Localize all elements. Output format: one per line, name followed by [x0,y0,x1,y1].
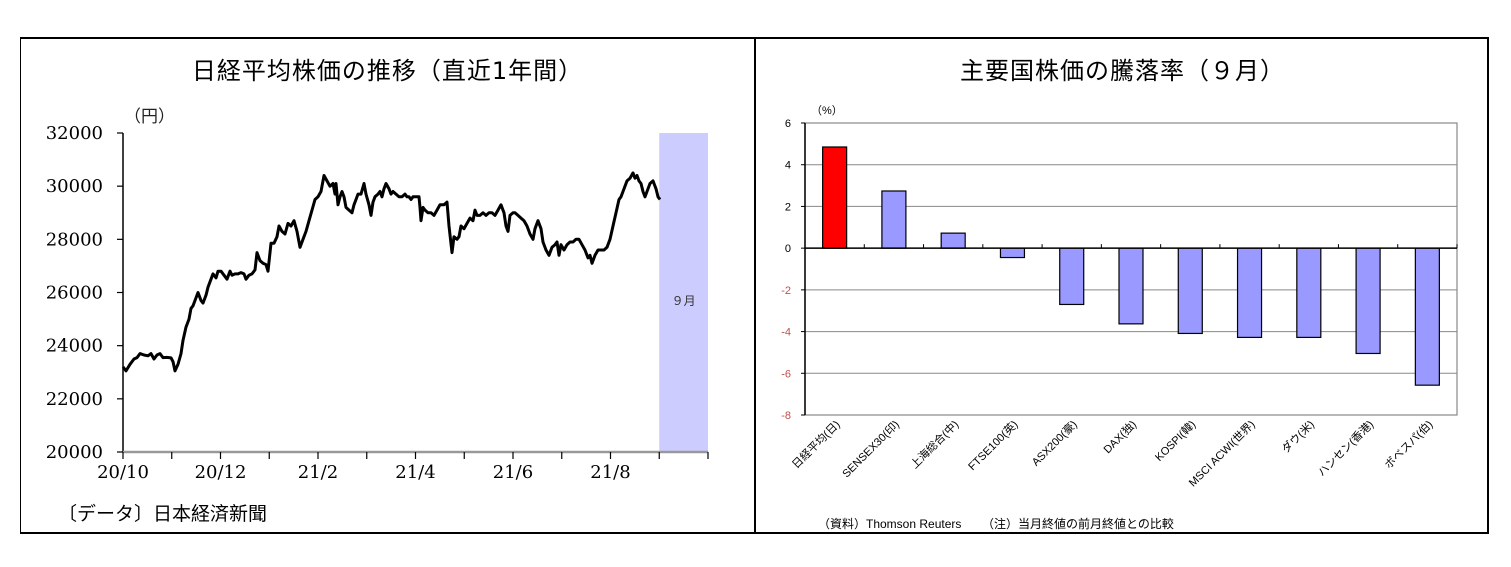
right-chart-footnote: （注）当月終値の前月終値との比較 [982,517,1174,531]
bar-1 [881,190,907,249]
bar-0 [822,146,848,249]
category-label: ダウ(米) [1279,417,1317,455]
left-chart-source: 〔データ〕日本経済新聞 [58,503,268,525]
y-tick-label: 4 [785,160,791,172]
y-tick-label: 6 [785,118,791,130]
x-tick-label: 21/6 [493,462,533,483]
x-tick-label: 20/10 [97,462,149,483]
y-tick-label: 0 [785,243,791,255]
bar-3 [999,247,1026,259]
x-tick-label: 21/4 [395,462,435,483]
bar-8 [1296,247,1322,339]
bar-2 [940,232,966,249]
left-chart-title: 日経平均株価の推移（直近1年間） [191,57,584,85]
bar-10 [1414,247,1440,386]
bar-7 [1236,247,1263,339]
category-label: ボベスパ(伯) [1381,417,1435,471]
category-label: SENSEX30(印) [840,418,902,480]
category-label: ハンセン(香港) [1315,418,1376,479]
x-tick-label: 21/2 [298,462,338,483]
y-tick-label: -8 [781,410,791,422]
bar-9 [1355,247,1381,355]
category-label: ASX200(豪) [1028,417,1079,468]
bar-6 [1177,247,1203,335]
nikkei-line-chart-panel: 日経平均株価の推移（直近1年間） ９月 （円） 32000 30000 28000 260… [20,37,755,534]
x-tick-label: 21/8 [590,462,630,483]
y-tick-label: 20000 [46,442,103,463]
panel-divider [754,37,756,534]
y-tick-label: -6 [781,368,791,380]
right-chart-source: （資料）Thomson Reuters [818,517,962,531]
y-tick-label: -2 [781,285,791,297]
right-chart-title: 主要国株価の騰落率（９月） [960,57,1285,85]
nikkei-line-chart: ９月 （円） 32000 30000 28000 26000 24000 22000 20000… [46,107,709,483]
y-tick-label: 28000 [46,229,103,250]
y-tick-label: 26000 [46,283,103,304]
bar-5 [1118,247,1144,325]
y-tick-label: 2 [785,201,791,213]
y-tick-label: 22000 [46,389,103,410]
category-label: MSCI ACWI(世界) [1186,418,1257,489]
y-tick-label: 24000 [46,336,103,357]
september-highlight-label: ９月 [672,294,696,308]
y-tick-label: 32000 [46,123,103,144]
category-label: 日経平均(日) [789,418,842,471]
category-label: 上海総合(中) [907,417,961,471]
september-highlight-band [659,133,708,452]
category-label: FTSE100(英) [965,417,1021,473]
index-returns-bar-chart-panel: 主要国株価の騰落率（９月） （%） 6 4 2 0 -2 -4 -6 -8 日経平均(日) SENS… [756,37,1489,534]
bar-4 [1059,247,1085,306]
y-tick-label: -4 [781,327,791,339]
y-tick-label: 30000 [46,176,103,197]
category-label: DAX(独) [1101,418,1139,456]
nikkei-price-line [121,171,662,373]
x-tick-label: 20/12 [195,462,247,483]
category-label: KOSPI(韓) [1152,418,1198,464]
y-axis-unit-label: （%） [811,104,843,117]
y-axis-unit-label: （円） [124,107,175,127]
